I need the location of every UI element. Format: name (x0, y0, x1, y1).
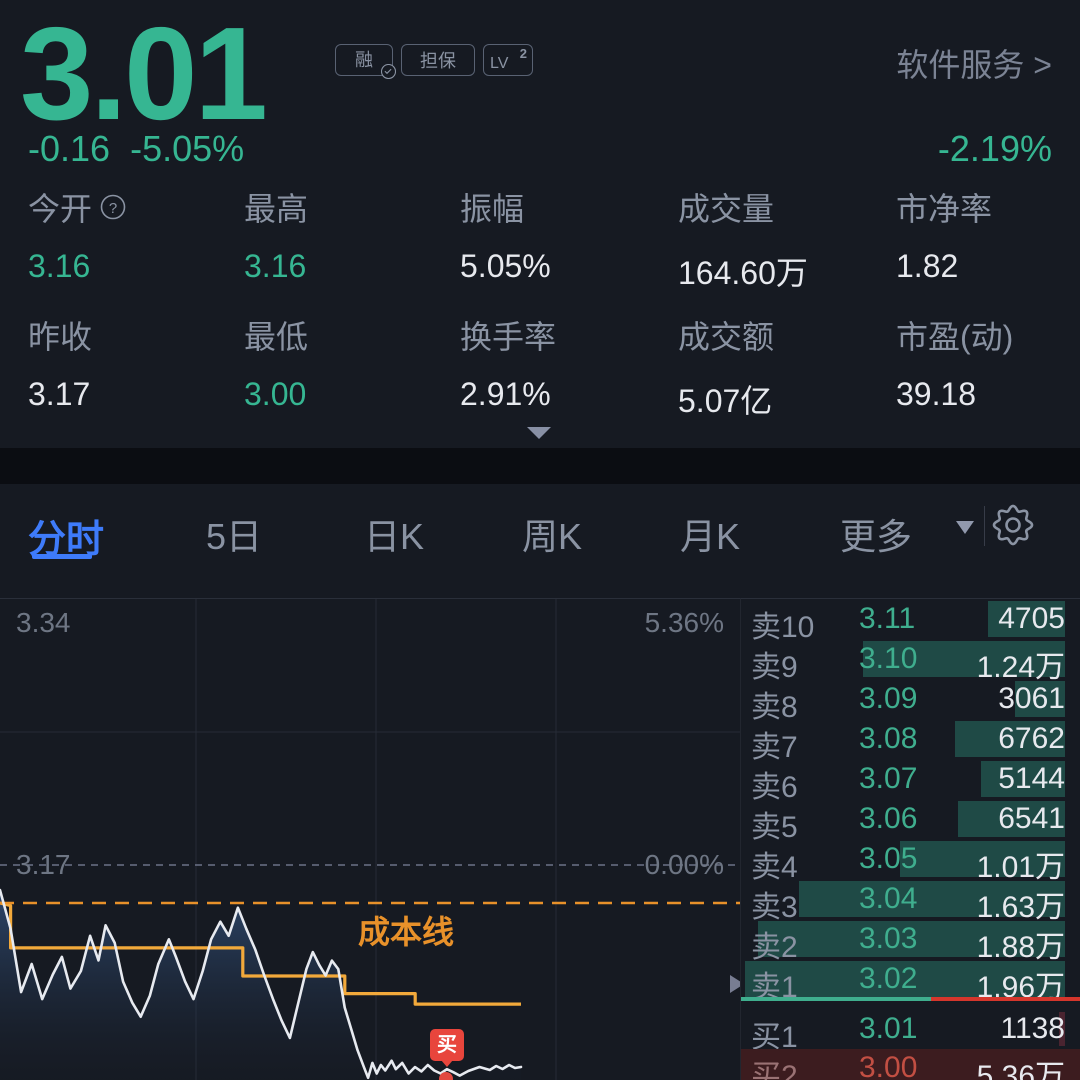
svg-text:?: ? (109, 200, 117, 217)
